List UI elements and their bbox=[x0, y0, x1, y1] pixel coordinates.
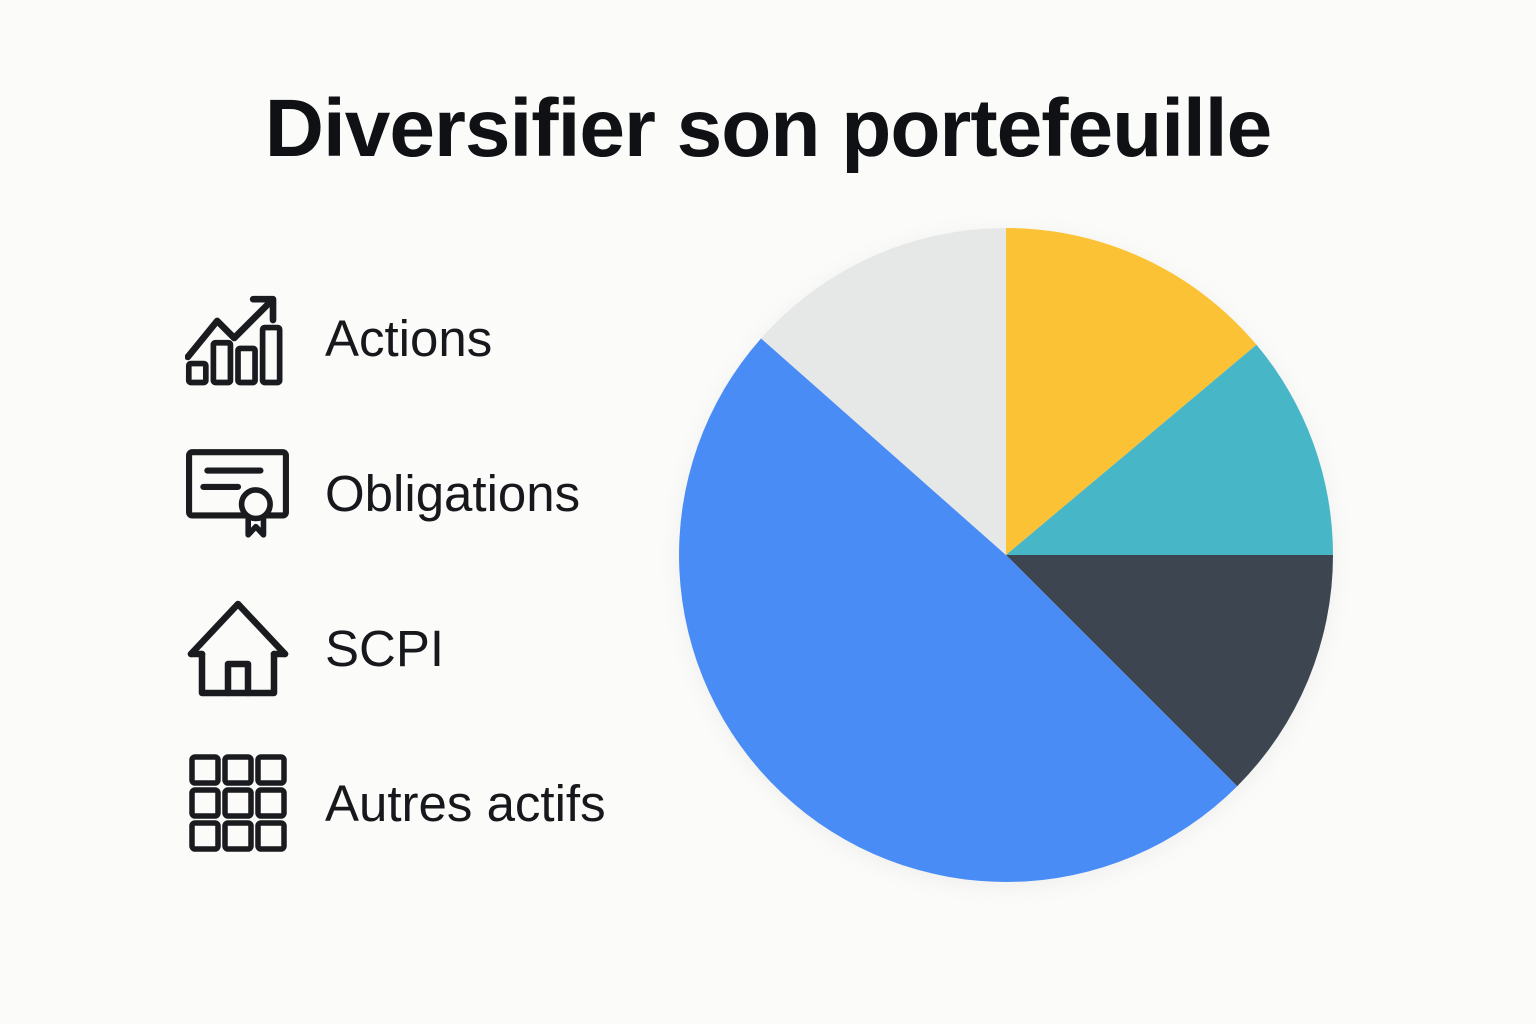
legend-label-actions: Actions bbox=[325, 309, 493, 367]
legend-item-autres-actifs: Autres actifs bbox=[185, 753, 606, 853]
light-gray-slice bbox=[761, 228, 1006, 555]
house-icon bbox=[185, 598, 291, 698]
yellow-slice bbox=[1006, 228, 1257, 555]
dark-slate-slice bbox=[1006, 555, 1333, 787]
certificate-icon bbox=[185, 443, 291, 543]
pie-chart-svg bbox=[679, 228, 1333, 882]
legend-label-autres-actifs: Autres actifs bbox=[325, 774, 606, 832]
bar-chart-trending-up-icon bbox=[185, 288, 291, 388]
page-title: Diversifier son portefeuille bbox=[264, 83, 1272, 174]
pie-chart bbox=[666, 215, 1346, 895]
legend-item-actions: Actions bbox=[185, 288, 606, 388]
legend-item-scpi: SCPI bbox=[185, 598, 606, 698]
grid-icon bbox=[185, 753, 291, 853]
blue-slice bbox=[679, 338, 1238, 882]
legend-label-obligations: Obligations bbox=[325, 464, 581, 522]
legend-label-scpi: SCPI bbox=[325, 619, 445, 677]
legend-item-obligations: Obligations bbox=[185, 443, 606, 543]
legend: Actions Obligations bbox=[185, 288, 606, 908]
teal-slice bbox=[1006, 344, 1333, 555]
